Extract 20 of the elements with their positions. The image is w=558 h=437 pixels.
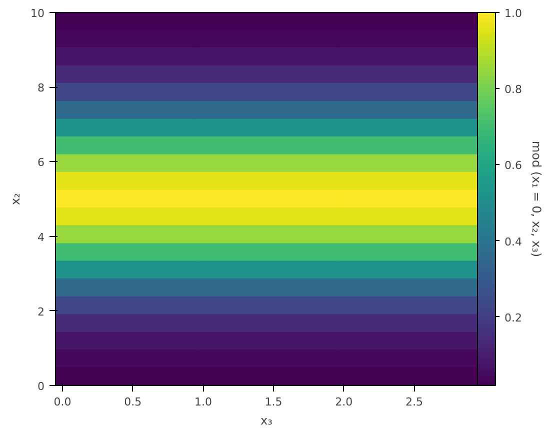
x-axis-title: x₃ [260,414,273,428]
y-tick-label: 10 [30,7,45,20]
x-tick-label: 1.0 [194,396,212,408]
x-tick-label: 0.0 [54,396,72,408]
y-tick-label: 8 [38,82,44,95]
x-tick-label: 1.5 [264,396,282,408]
color-bar-title: mod (x₁ = 0, x₂, x₃) [530,140,544,258]
x-tick-label: 0.5 [124,396,142,408]
y-tick-label: 6 [38,156,44,170]
y-axis-title: x₂ [8,192,23,205]
y-tick-label: 4 [38,230,44,244]
y-tick-label: 2 [38,305,44,318]
color-bar-label: 0.4 [504,235,522,248]
color-bar-label: 0.2 [504,311,522,324]
color-bar-label: 0.6 [504,159,522,172]
x-tick-label: 2.5 [405,396,423,408]
color-bar-label: 0.8 [504,83,522,96]
x-tick-label: 2.0 [335,396,353,408]
y-tick-label: 0 [38,380,44,393]
color-bar-label: 1.0 [504,7,522,20]
